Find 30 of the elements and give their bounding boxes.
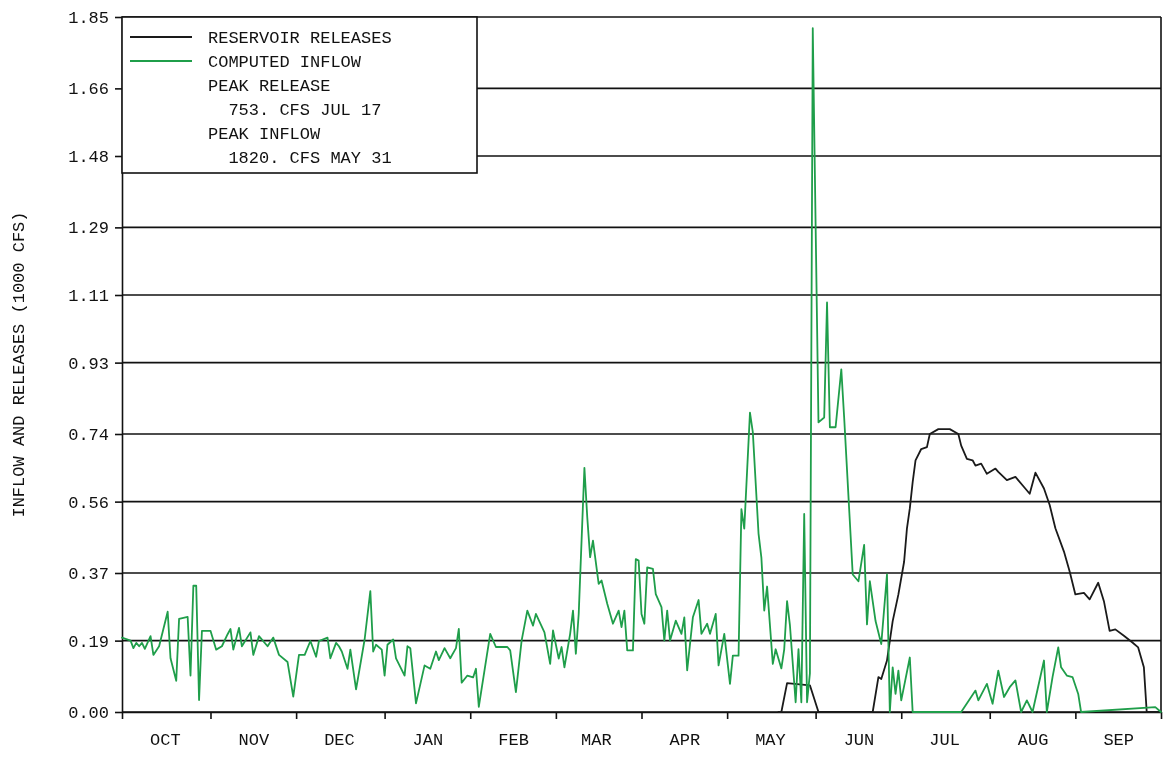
x-tick-label: APR <box>669 731 701 751</box>
x-tick-label: FEB <box>498 731 529 751</box>
x-tick-label: MAR <box>581 731 612 751</box>
annotation: PEAK INFLOW <box>208 125 322 144</box>
annotation: 753. CFS JUL 17 <box>208 101 382 120</box>
y-tick-label: 0.56 <box>68 493 109 513</box>
legend-label: RESERVOIR RELEASES <box>208 29 392 48</box>
y-tick-label: 0.74 <box>68 425 109 445</box>
x-tick-label: NOV <box>238 731 270 751</box>
x-tick-label: JUL <box>929 731 960 751</box>
x-tick-label: DEC <box>324 731 355 751</box>
y-tick-label: 1.66 <box>68 80 109 100</box>
legend-label: COMPUTED INFLOW <box>208 53 362 72</box>
annotation: PEAK RELEASE <box>208 77 331 96</box>
y-tick-label: 1.48 <box>68 147 109 167</box>
annotation: 1820. CFS MAY 31 <box>208 149 392 168</box>
x-tick-label: AUG <box>1017 731 1049 751</box>
x-tick-label: JUN <box>843 731 875 751</box>
y-tick-label: 1.29 <box>68 219 109 239</box>
y-axis-title: INFLOW AND RELEASES (1000 CFS) <box>10 211 29 518</box>
y-tick-label: 0.19 <box>68 632 109 652</box>
x-tick-label: JAN <box>412 731 444 751</box>
y-tick-label: 0.93 <box>68 354 109 374</box>
y-tick-label: 0.00 <box>68 703 109 723</box>
y-tick-label: 1.11 <box>68 286 109 306</box>
x-tick-label: MAY <box>755 731 786 751</box>
x-tick-label: OCT <box>150 731 181 751</box>
y-tick-label: 0.37 <box>68 564 109 584</box>
y-tick-label: 1.85 <box>68 8 109 28</box>
x-tick-label: SEP <box>1103 731 1134 751</box>
